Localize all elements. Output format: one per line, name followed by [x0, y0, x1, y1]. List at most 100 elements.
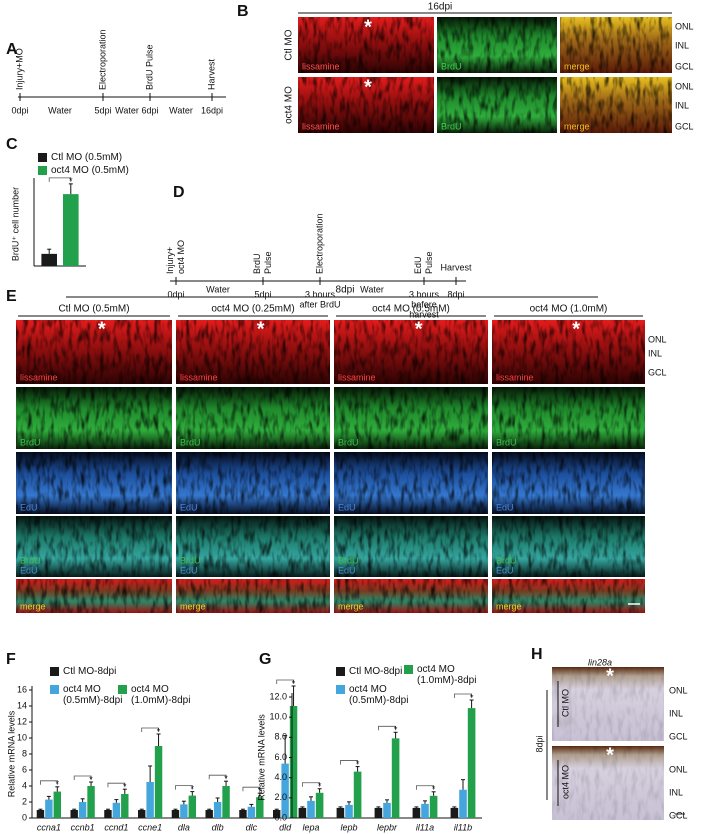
timeline-interval: Water — [48, 105, 72, 115]
bar — [336, 807, 345, 818]
bar — [450, 807, 459, 818]
timeline-time: 3 hours — [305, 289, 336, 299]
bar — [154, 746, 163, 818]
x-tick-label: dlc — [246, 822, 258, 832]
micrograph-texture — [492, 320, 645, 384]
y-tick-label: 12.0 — [269, 691, 287, 701]
legend-swatch — [336, 685, 345, 694]
y-tick-label: 2.0 — [274, 792, 287, 802]
legend-item: Ctl MO-8dpi — [336, 666, 429, 677]
timeline-interval: Water — [169, 105, 193, 115]
panel-title: 16dpi — [428, 2, 452, 13]
timeline-event: Harvest — [440, 262, 472, 272]
bar — [222, 786, 230, 818]
micrograph-texture — [16, 387, 172, 449]
panel-label: A — [6, 41, 18, 58]
lesion-marker: * — [98, 318, 106, 340]
bar — [205, 810, 213, 818]
micrograph-texture — [16, 579, 172, 613]
layer-label: GCL — [669, 810, 688, 820]
channel-label: EdU — [180, 565, 198, 575]
layer-label: INL — [669, 708, 683, 718]
micrograph-texture — [334, 452, 488, 514]
significance-bracket — [48, 177, 72, 182]
timeline-event: BrdU — [252, 253, 262, 274]
x-tick-label: dla — [178, 822, 190, 832]
timeline-event: Pulse — [263, 251, 273, 274]
channel-label: BrdU — [496, 555, 517, 565]
channel-label: EdU — [180, 502, 198, 512]
layer-label: GCL — [669, 731, 688, 741]
micrograph-texture — [492, 516, 645, 577]
lesion-marker: * — [364, 76, 372, 98]
lesion-marker: * — [364, 16, 372, 38]
significance-bracket — [40, 780, 58, 785]
bar — [298, 807, 307, 818]
timeline-interval: Water — [206, 284, 230, 294]
panel-title: 8dpi — [336, 285, 355, 296]
micrograph-texture — [437, 17, 557, 73]
legend-item: Ctl MO (0.5mM) — [38, 152, 141, 163]
significance-bracket — [73, 775, 92, 780]
bar — [146, 782, 154, 818]
channel-label: BrdU — [496, 437, 517, 447]
timeline-time: 5dpi — [254, 289, 271, 299]
bar — [391, 738, 400, 818]
micrograph-texture — [334, 320, 488, 384]
legend-item: oct4 MO (0.5mM) — [38, 165, 141, 176]
channel-label: lissamine — [302, 121, 340, 131]
channel-label: merge — [180, 601, 206, 611]
channel-label: lissamine — [180, 372, 218, 382]
row-label: oct4 MO — [284, 86, 295, 124]
x-tick-label: lepb — [340, 822, 357, 832]
significance-label: * — [224, 774, 228, 784]
row-label: oct4 MO — [560, 765, 570, 799]
side-label: 8dpi — [534, 735, 544, 752]
lesion-marker: * — [572, 318, 580, 340]
layer-label: ONL — [669, 685, 688, 695]
y-tick-label: 14 — [17, 700, 27, 710]
micrograph-texture — [176, 452, 330, 514]
layer-label: GCL — [675, 61, 694, 71]
channel-label: BrdU — [441, 61, 462, 71]
micrograph-texture — [334, 387, 488, 449]
bar — [121, 794, 129, 818]
bar — [383, 802, 391, 818]
bar — [345, 804, 353, 818]
legend-item: oct4 MO (1.0mM)-8dpi — [118, 684, 197, 706]
panel-label: D — [173, 184, 185, 201]
bar — [104, 810, 112, 818]
legend-label: Ctl MO-8dpi — [63, 666, 117, 677]
timeline-time: 0dpi — [167, 289, 184, 299]
y-axis-label: BrdU⁺ cell number — [10, 187, 20, 261]
panel-label: G — [259, 651, 271, 668]
timeline-time: 8dpi — [447, 289, 464, 299]
x-tick-label: ccne1 — [138, 822, 162, 832]
significance-bracket — [339, 760, 359, 765]
bar — [247, 806, 256, 818]
micrograph-texture — [492, 452, 645, 514]
channel-label: merge — [20, 601, 46, 611]
panel-label: C — [6, 136, 18, 153]
legend-swatch — [50, 685, 59, 694]
column-header: oct4 MO (0.25mM) — [211, 304, 294, 315]
timeline-time: 6dpi — [141, 105, 158, 115]
timeline-interval: Water — [115, 105, 139, 115]
legend-item: oct4 MO (0.5mM)-8dpi — [50, 684, 127, 706]
bar — [467, 708, 476, 818]
micrograph-texture — [176, 387, 330, 449]
micrograph-texture — [492, 387, 645, 449]
bar — [353, 771, 362, 818]
timeline-event: BrdU Pulse — [144, 44, 154, 90]
column-header: Ctl MO (0.5mM) — [58, 304, 129, 315]
channel-label: BrdU — [338, 555, 359, 565]
significance-label: * — [292, 678, 296, 688]
y-tick-label: 4 — [22, 780, 27, 790]
bar — [307, 800, 315, 818]
channel-label: BrdU — [180, 555, 201, 565]
y-tick-label: 16 — [17, 684, 27, 694]
x-tick-label: ccnd1 — [104, 822, 128, 832]
bar — [63, 194, 79, 266]
channel-label: EdU — [338, 565, 356, 575]
